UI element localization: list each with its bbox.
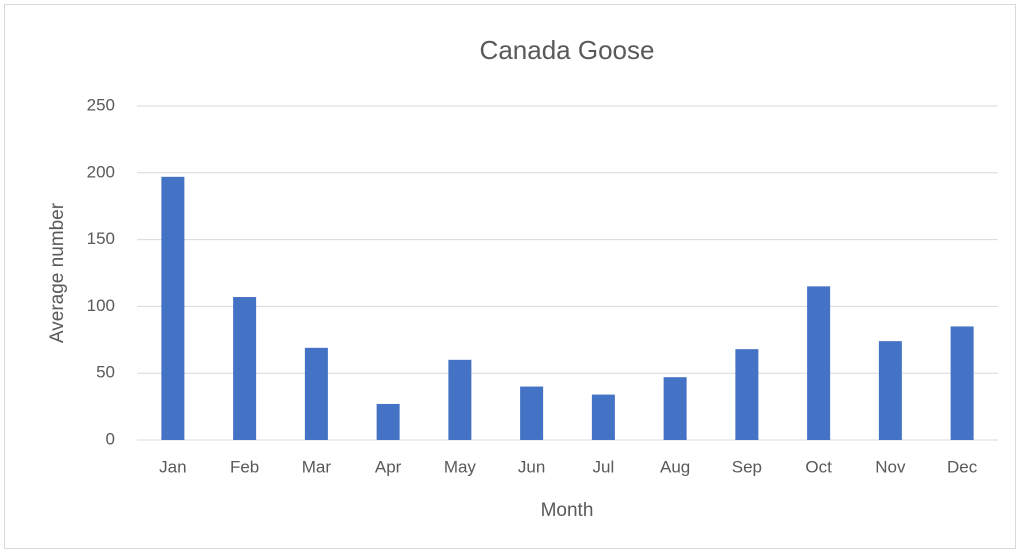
y-tick-label: 150 xyxy=(87,229,115,248)
bar xyxy=(950,326,974,440)
bar xyxy=(807,286,831,440)
x-axis-title: Month xyxy=(541,500,594,521)
x-tick-label: Jun xyxy=(518,457,545,476)
bar xyxy=(591,394,615,440)
y-tick-label: 250 xyxy=(87,95,115,114)
x-tick-label: Aug xyxy=(660,457,690,476)
bar xyxy=(304,347,328,440)
x-tick-label: Apr xyxy=(375,457,402,476)
y-tick-label: 200 xyxy=(87,162,115,181)
bar xyxy=(663,377,687,440)
y-tick-label: 50 xyxy=(96,363,115,382)
chart-border xyxy=(4,4,1016,549)
bar xyxy=(233,297,257,440)
x-tick-label: Mar xyxy=(302,457,332,476)
x-tick-label: Feb xyxy=(230,457,259,476)
bar xyxy=(161,176,185,441)
bar xyxy=(878,341,902,440)
x-tick-label: Jul xyxy=(593,457,615,476)
bar xyxy=(735,349,759,440)
x-tick-label: Sep xyxy=(732,457,762,476)
x-tick-label: May xyxy=(444,457,477,476)
x-tick-label: Dec xyxy=(947,457,978,476)
chart-title: Canada Goose xyxy=(480,35,655,65)
x-tick-label: Oct xyxy=(805,457,832,476)
y-tick-label: 100 xyxy=(87,296,115,315)
x-tick-label: Nov xyxy=(875,457,906,476)
y-axis-title: Average number xyxy=(47,202,68,343)
y-tick-label: 0 xyxy=(106,429,115,448)
bar xyxy=(520,386,544,440)
x-tick-label: Jan xyxy=(159,457,186,476)
bar xyxy=(448,359,472,440)
bar xyxy=(376,403,400,440)
